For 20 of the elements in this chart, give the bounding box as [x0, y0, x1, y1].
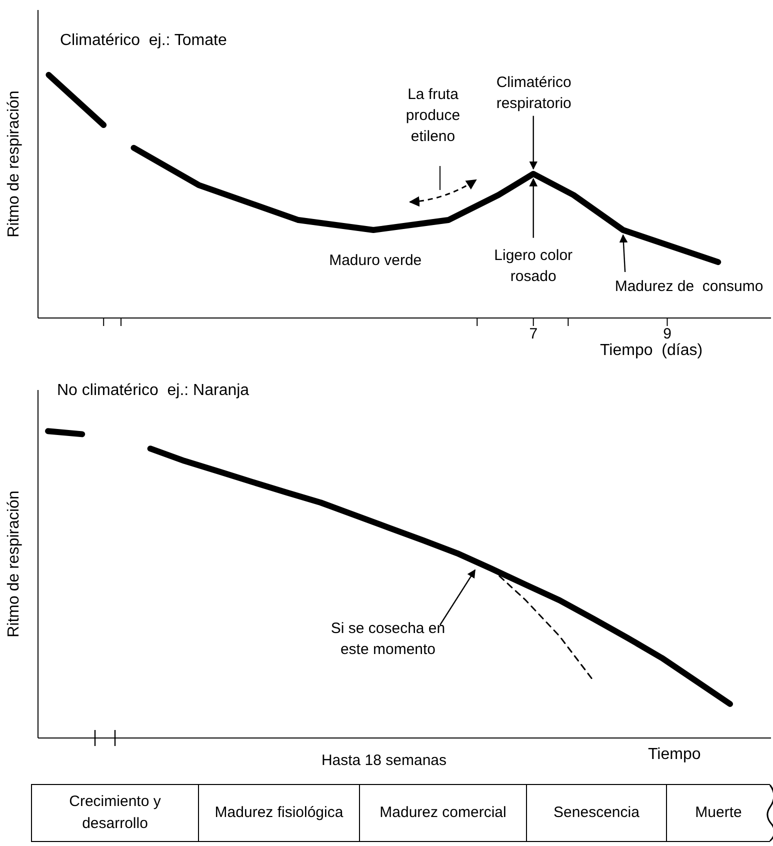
text: Muerte: [666, 784, 770, 842]
text: Hasta 18 semanas: [320, 751, 448, 771]
annotation: Si se cosecha en este momento: [330, 619, 446, 660]
text: Madurez fisiológica: [198, 784, 359, 842]
annotation: Maduro verde: [328, 251, 423, 271]
annotation: Madurez de consumo: [614, 277, 764, 297]
annotation: Ligero color rosado: [493, 246, 574, 287]
y-axis-title: Ritmo de respiración: [4, 90, 24, 238]
chart-title: No climatérico ej.: Naranja: [57, 381, 250, 401]
x-axis-title: Tiempo: [648, 745, 701, 765]
x-tick-label: 7: [529, 326, 538, 343]
annotation: La fruta produce etileno: [404, 85, 462, 147]
text: Crecimiento y desarrollo: [31, 784, 198, 842]
x-axis-title: Tiempo (días): [600, 341, 703, 361]
chart-title: Climatérico ej.: Tomate: [60, 31, 227, 51]
text: Madurez comercial: [359, 784, 526, 842]
y-axis-title: Ritmo de respiración: [4, 490, 24, 638]
annotation: Climatérico respiratorio: [495, 72, 572, 114]
text: Senescencia: [526, 784, 666, 842]
x-tick-label: 9: [663, 326, 672, 343]
